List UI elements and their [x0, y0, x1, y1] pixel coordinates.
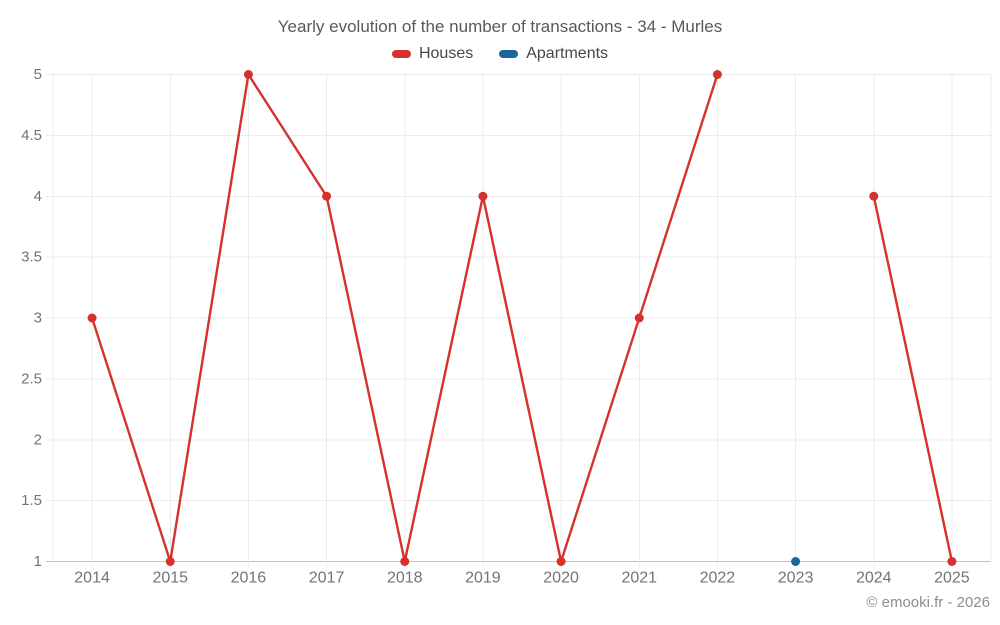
x-axis-label: 2021: [621, 570, 657, 587]
chart-title: Yearly evolution of the number of transa…: [277, 17, 723, 36]
houses-point-2024[interactable]: [869, 191, 879, 201]
watermark: © emooki.fr - 2026: [866, 594, 990, 611]
houses-point-2014[interactable]: [87, 313, 97, 323]
houses-point-2025[interactable]: [947, 557, 957, 566]
legend: Houses Apartments: [0, 45, 1000, 63]
apartments-point-2023[interactable]: [791, 557, 801, 566]
x-axis-label: 2015: [152, 570, 188, 587]
houses-point-2017[interactable]: [322, 191, 332, 201]
houses-point-2021[interactable]: [634, 313, 644, 323]
y-axis-label: 2.5: [21, 370, 42, 387]
x-axis-label: 2022: [700, 570, 736, 587]
x-axis-label: 2017: [309, 570, 345, 587]
x-axis-label: 2018: [387, 570, 423, 587]
y-axis-label: 3: [34, 310, 42, 327]
y-axis-label: 1: [34, 553, 42, 570]
x-axis-label: 2014: [74, 570, 110, 587]
y-axis-label: 4.5: [21, 127, 42, 144]
x-axis-label: 2023: [778, 570, 814, 587]
x-axis-label: 2016: [231, 570, 267, 587]
x-axis-label: 2024: [856, 570, 892, 587]
x-axis-label: 2019: [465, 570, 501, 587]
houses-point-2022[interactable]: [712, 70, 722, 79]
y-axis-label: 1.5: [21, 492, 42, 509]
houses-point-2018[interactable]: [400, 557, 410, 566]
y-axis-label: 3.5: [21, 249, 42, 266]
x-axis-label: 2025: [934, 570, 970, 587]
houses-point-2019[interactable]: [478, 191, 488, 201]
y-axis-label: 2: [34, 431, 42, 448]
x-axis-label: 2020: [543, 570, 579, 587]
houses-point-2016[interactable]: [243, 70, 253, 79]
legend-item-apartments[interactable]: Apartments: [499, 45, 608, 63]
y-axis-label: 4: [34, 188, 42, 205]
houses-point-2015[interactable]: [165, 557, 175, 566]
legend-label-apartments: Apartments: [526, 45, 609, 62]
houses-line: [872, 195, 954, 563]
legend-label-houses: Houses: [418, 45, 474, 62]
apartments-swatch-icon: [499, 50, 519, 58]
y-axis-label: 5: [34, 66, 42, 83]
houses-point-2020[interactable]: [556, 557, 566, 566]
houses-swatch-icon: [391, 50, 411, 58]
legend-item-houses[interactable]: Houses: [391, 45, 474, 63]
